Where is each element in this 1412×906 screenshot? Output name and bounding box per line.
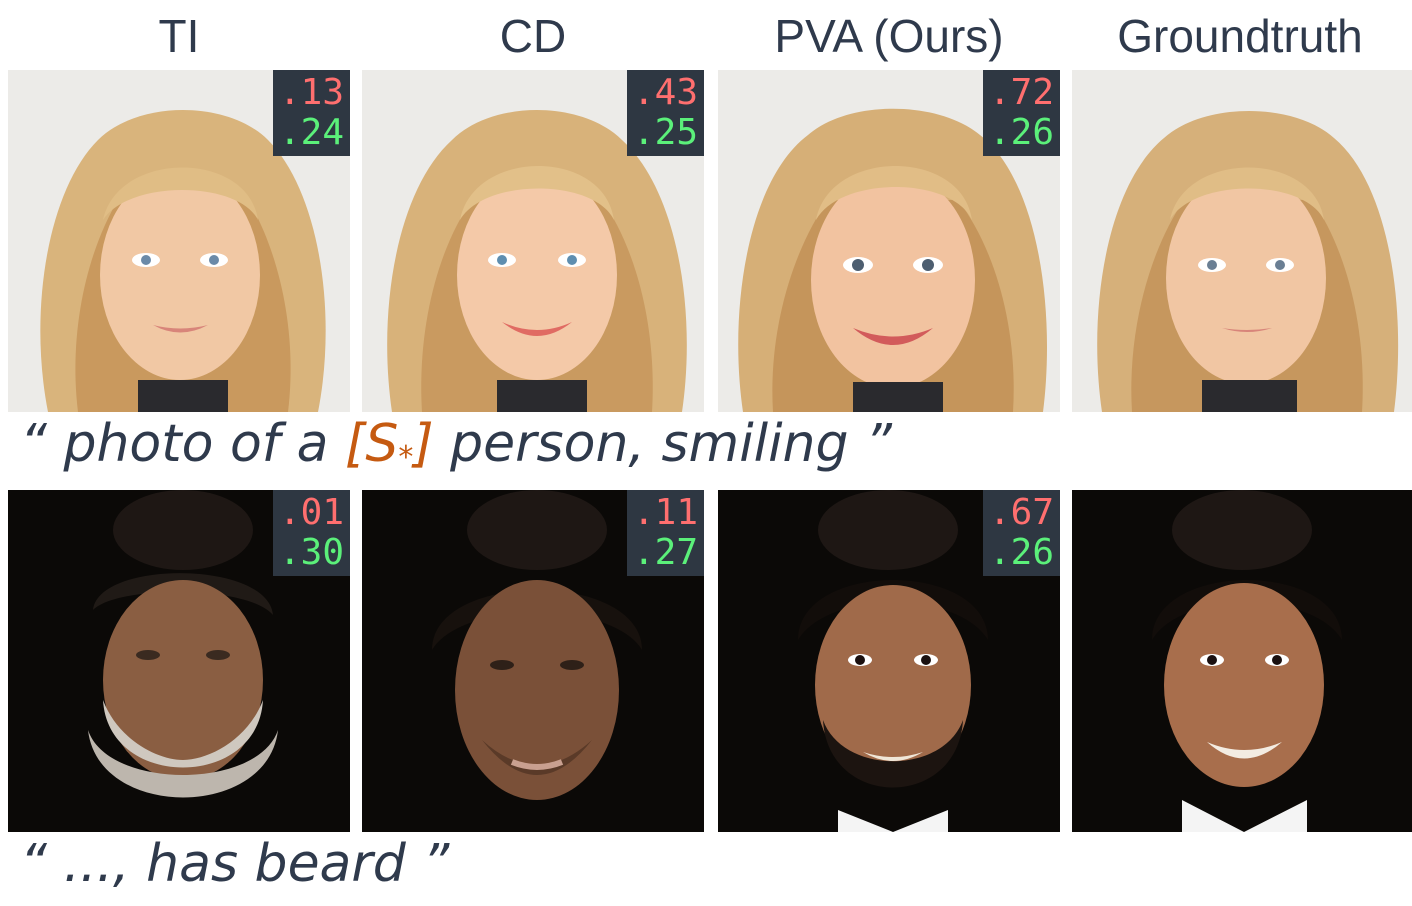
text-score: .25: [633, 112, 699, 153]
prompt-caption-row2: “ ..., has beard ”: [20, 834, 449, 894]
score-badge: .13 .24: [273, 70, 350, 156]
text-score: .30: [279, 532, 345, 573]
score-badge: .72 .26: [983, 70, 1060, 156]
image-row2-ti: .01 .30: [8, 490, 350, 832]
image-row2-groundtruth: [1072, 490, 1412, 832]
identity-score: .13: [279, 72, 345, 113]
prompt-caption-row1: “ photo of a [S*] person, smiling ”: [20, 414, 892, 475]
identity-score: .01: [279, 492, 345, 533]
image-row1-cd: .43 .25: [362, 70, 704, 412]
caption-text: “ photo of a: [20, 414, 346, 474]
face-man-smiling-illustration: [1072, 490, 1412, 832]
face-man-stubble-illustration: [362, 490, 704, 832]
column-header-pva: PVA (Ours): [774, 10, 1004, 62]
score-badge: .67 .26: [983, 490, 1060, 576]
caption-text: person, smiling ”: [433, 414, 892, 474]
face-man-white-beard-illustration: [8, 490, 350, 832]
text-score: .27: [633, 532, 699, 573]
caption-text: “ ..., has beard ”: [20, 834, 450, 894]
identity-score: .43: [633, 72, 699, 113]
text-score: .24: [279, 112, 345, 153]
score-badge: .43 .25: [627, 70, 704, 156]
score-badge: .11 .27: [627, 490, 704, 576]
text-score: .26: [989, 112, 1055, 153]
identity-score: .72: [989, 72, 1055, 113]
text-score: .26: [989, 532, 1055, 573]
column-header-ti: TI: [158, 10, 200, 62]
score-badge: .01 .30: [273, 490, 350, 576]
image-row1-ti: .13 .24: [8, 70, 350, 412]
identity-score: .67: [989, 492, 1055, 533]
image-row1-pva: .72 .26: [718, 70, 1060, 412]
image-row2-cd: .11 .27: [362, 490, 704, 832]
face-man-short-beard-illustration: [718, 490, 1060, 832]
identity-score: .11: [633, 492, 699, 533]
image-row1-groundtruth: [1072, 70, 1412, 412]
face-blonde-neutral-illustration: [1072, 70, 1412, 412]
image-row2-pva: .67 .26: [718, 490, 1060, 832]
column-header-cd: CD: [499, 10, 567, 62]
column-header-groundtruth: Groundtruth: [1117, 10, 1363, 62]
placeholder-token: [S*]: [345, 414, 434, 475]
